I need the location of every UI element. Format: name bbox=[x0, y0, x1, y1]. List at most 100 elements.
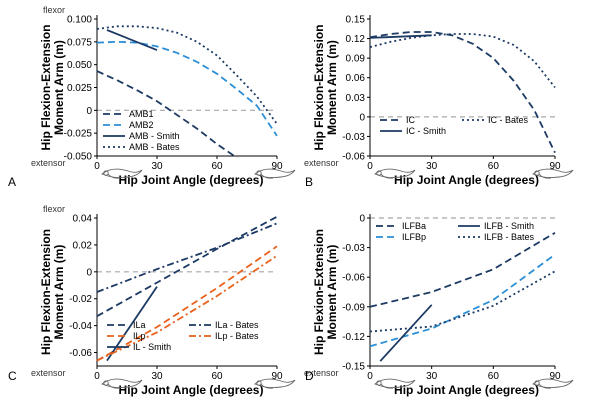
pelvis-illustration bbox=[254, 378, 296, 389]
series-line-ic-smith bbox=[369, 34, 432, 39]
pelvis-illustration bbox=[374, 378, 416, 389]
series-line-il-smith bbox=[106, 286, 158, 362]
y-tick-label: -0.06 bbox=[342, 273, 365, 284]
y-tick-label: 0.15 bbox=[346, 15, 366, 26]
y-tick-label: 0 bbox=[86, 106, 92, 117]
y-tick-label: -0.025 bbox=[64, 129, 93, 140]
y-tick-label: -0.03 bbox=[342, 243, 365, 254]
series-line-ila-bates bbox=[96, 222, 278, 293]
y-tick-label: 0 bbox=[359, 112, 365, 123]
y-tick-label: 0.025 bbox=[67, 83, 92, 94]
legend-entry: ILa bbox=[133, 320, 146, 330]
x-tick-label: 0 bbox=[94, 371, 100, 382]
pelvis-illustration bbox=[101, 378, 143, 389]
legend-entry: ILFB - Smith bbox=[484, 221, 534, 231]
panel-letter: B bbox=[305, 175, 313, 189]
y-tick-label: 0.12 bbox=[346, 34, 366, 45]
y-tick-label: -0.050 bbox=[64, 152, 93, 163]
y-axis-title-line2: Moment Arm (m) bbox=[325, 40, 339, 135]
y-tick-label: 0.04 bbox=[73, 214, 93, 225]
y-tick-label: 0.050 bbox=[67, 60, 92, 71]
legend-entry: ILFBa bbox=[402, 221, 426, 231]
x-tick-label: 30 bbox=[426, 371, 438, 382]
y-tick-label: 0.100 bbox=[67, 15, 92, 26]
panel-letter: A bbox=[8, 175, 16, 189]
legend-entry: AMB - Smith bbox=[129, 131, 180, 141]
legend-entry: ILp bbox=[133, 331, 146, 341]
legend-entry: AMB - Bates bbox=[129, 142, 180, 152]
y-axis-title-line1: Hip Flexion-Extension bbox=[312, 24, 326, 150]
x-tick-label: 90 bbox=[549, 371, 561, 382]
x-axis-title: Hip Joint Angle (degrees) bbox=[394, 173, 539, 187]
legend-entry: IC - Bates bbox=[488, 115, 529, 125]
y-tick-label: 0.09 bbox=[346, 54, 366, 65]
series-line-ic-bates bbox=[369, 33, 556, 89]
pelvis-illustration bbox=[254, 168, 296, 179]
legend-entry: IC - Smith bbox=[406, 126, 446, 136]
x-tick-label: 90 bbox=[271, 371, 283, 382]
x-tick-label: 30 bbox=[151, 371, 163, 382]
panel-letter: D bbox=[305, 369, 314, 383]
y-tick-label: -0.06 bbox=[342, 152, 365, 163]
y-tick-label: -0.04 bbox=[69, 321, 92, 332]
panel-a: -0.050 -0.025 0 0.025 0.050 0.075 0.100 0 30 60 90… bbox=[8, 5, 296, 189]
y-tick-label: 0 bbox=[359, 214, 365, 225]
extensor-label: extensor bbox=[31, 158, 66, 168]
y-tick-label: -0.12 bbox=[342, 332, 365, 343]
y-axis-title-line1: Hip Flexion-Extension bbox=[39, 229, 53, 355]
series-line-ilfba bbox=[369, 232, 556, 308]
legend-entry: ILFBp bbox=[402, 232, 426, 242]
x-tick-label: 60 bbox=[211, 161, 223, 172]
x-tick-label: 30 bbox=[151, 161, 163, 172]
pelvis-illustration bbox=[101, 168, 143, 179]
x-tick-label: 60 bbox=[488, 161, 500, 172]
extensor-label: extensor bbox=[31, 368, 66, 378]
y-tick-label: -0.02 bbox=[69, 294, 92, 305]
y-tick-label: 0 bbox=[86, 267, 92, 278]
pelvis-illustration bbox=[532, 168, 574, 179]
legend-entry: ILp - Bates bbox=[215, 331, 259, 341]
x-axis-title: Hip Joint Angle (degrees) bbox=[119, 383, 264, 397]
legend-entry: IL - Smith bbox=[133, 342, 171, 352]
y-axis-title-line2: Moment Arm (m) bbox=[325, 245, 339, 340]
series-line-ilp bbox=[96, 245, 278, 362]
extensor-label: extensor bbox=[304, 158, 339, 168]
x-tick-label: 0 bbox=[367, 371, 373, 382]
y-axis-title-line1: Hip Flexion-Extension bbox=[39, 24, 53, 150]
legend-entry: AMB2 bbox=[129, 120, 154, 130]
x-tick-label: 30 bbox=[426, 161, 438, 172]
flexor-label: flexor bbox=[43, 204, 65, 214]
series-line-amb2 bbox=[96, 40, 278, 137]
series-line-ilfb-smith bbox=[379, 304, 433, 362]
panel-d: -0.15 -0.12 -0.09 -0.06 -0.03 0 0 30 60 90 Hip Joi… bbox=[304, 214, 574, 397]
y-tick-label: -0.03 bbox=[342, 132, 365, 143]
y-axis-title-line1: Hip Flexion-Extension bbox=[312, 229, 326, 355]
series-line-amb1 bbox=[96, 70, 238, 159]
y-tick-label: -0.15 bbox=[342, 362, 365, 373]
pelvis-illustration bbox=[374, 168, 416, 179]
x-tick-label: 0 bbox=[367, 161, 373, 172]
series-line-ilfbp bbox=[369, 253, 556, 348]
panel-c: -0.06 -0.04 -0.02 0 0.02 0.04 0 30 60 90 Hip Joint… bbox=[8, 204, 296, 397]
legend-entry: IC bbox=[406, 115, 416, 125]
y-axis-title-line2: Moment Arm (m) bbox=[52, 245, 66, 340]
series-line-ilfb-bates bbox=[369, 270, 556, 333]
x-axis-title: Hip Joint Angle (degrees) bbox=[119, 173, 264, 187]
series-line-amb-bates bbox=[96, 25, 278, 125]
y-tick-label: 0.06 bbox=[346, 73, 366, 84]
extensor-label: extensor bbox=[304, 368, 339, 378]
x-axis-title: Hip Joint Angle (degrees) bbox=[394, 383, 539, 397]
panel-b: -0.06 -0.03 0 0.03 0.06 0.09 0.12 0.15 0 30 60 90 Hi… bbox=[304, 15, 574, 189]
y-tick-label: 0.075 bbox=[67, 37, 92, 48]
x-tick-label: 90 bbox=[549, 161, 561, 172]
y-tick-label: 0.02 bbox=[73, 240, 93, 251]
y-tick-label: -0.09 bbox=[342, 302, 365, 313]
y-tick-label: 0.03 bbox=[346, 93, 366, 104]
panel-letter: C bbox=[8, 369, 17, 383]
legend-entry: ILa - Bates bbox=[215, 320, 259, 330]
